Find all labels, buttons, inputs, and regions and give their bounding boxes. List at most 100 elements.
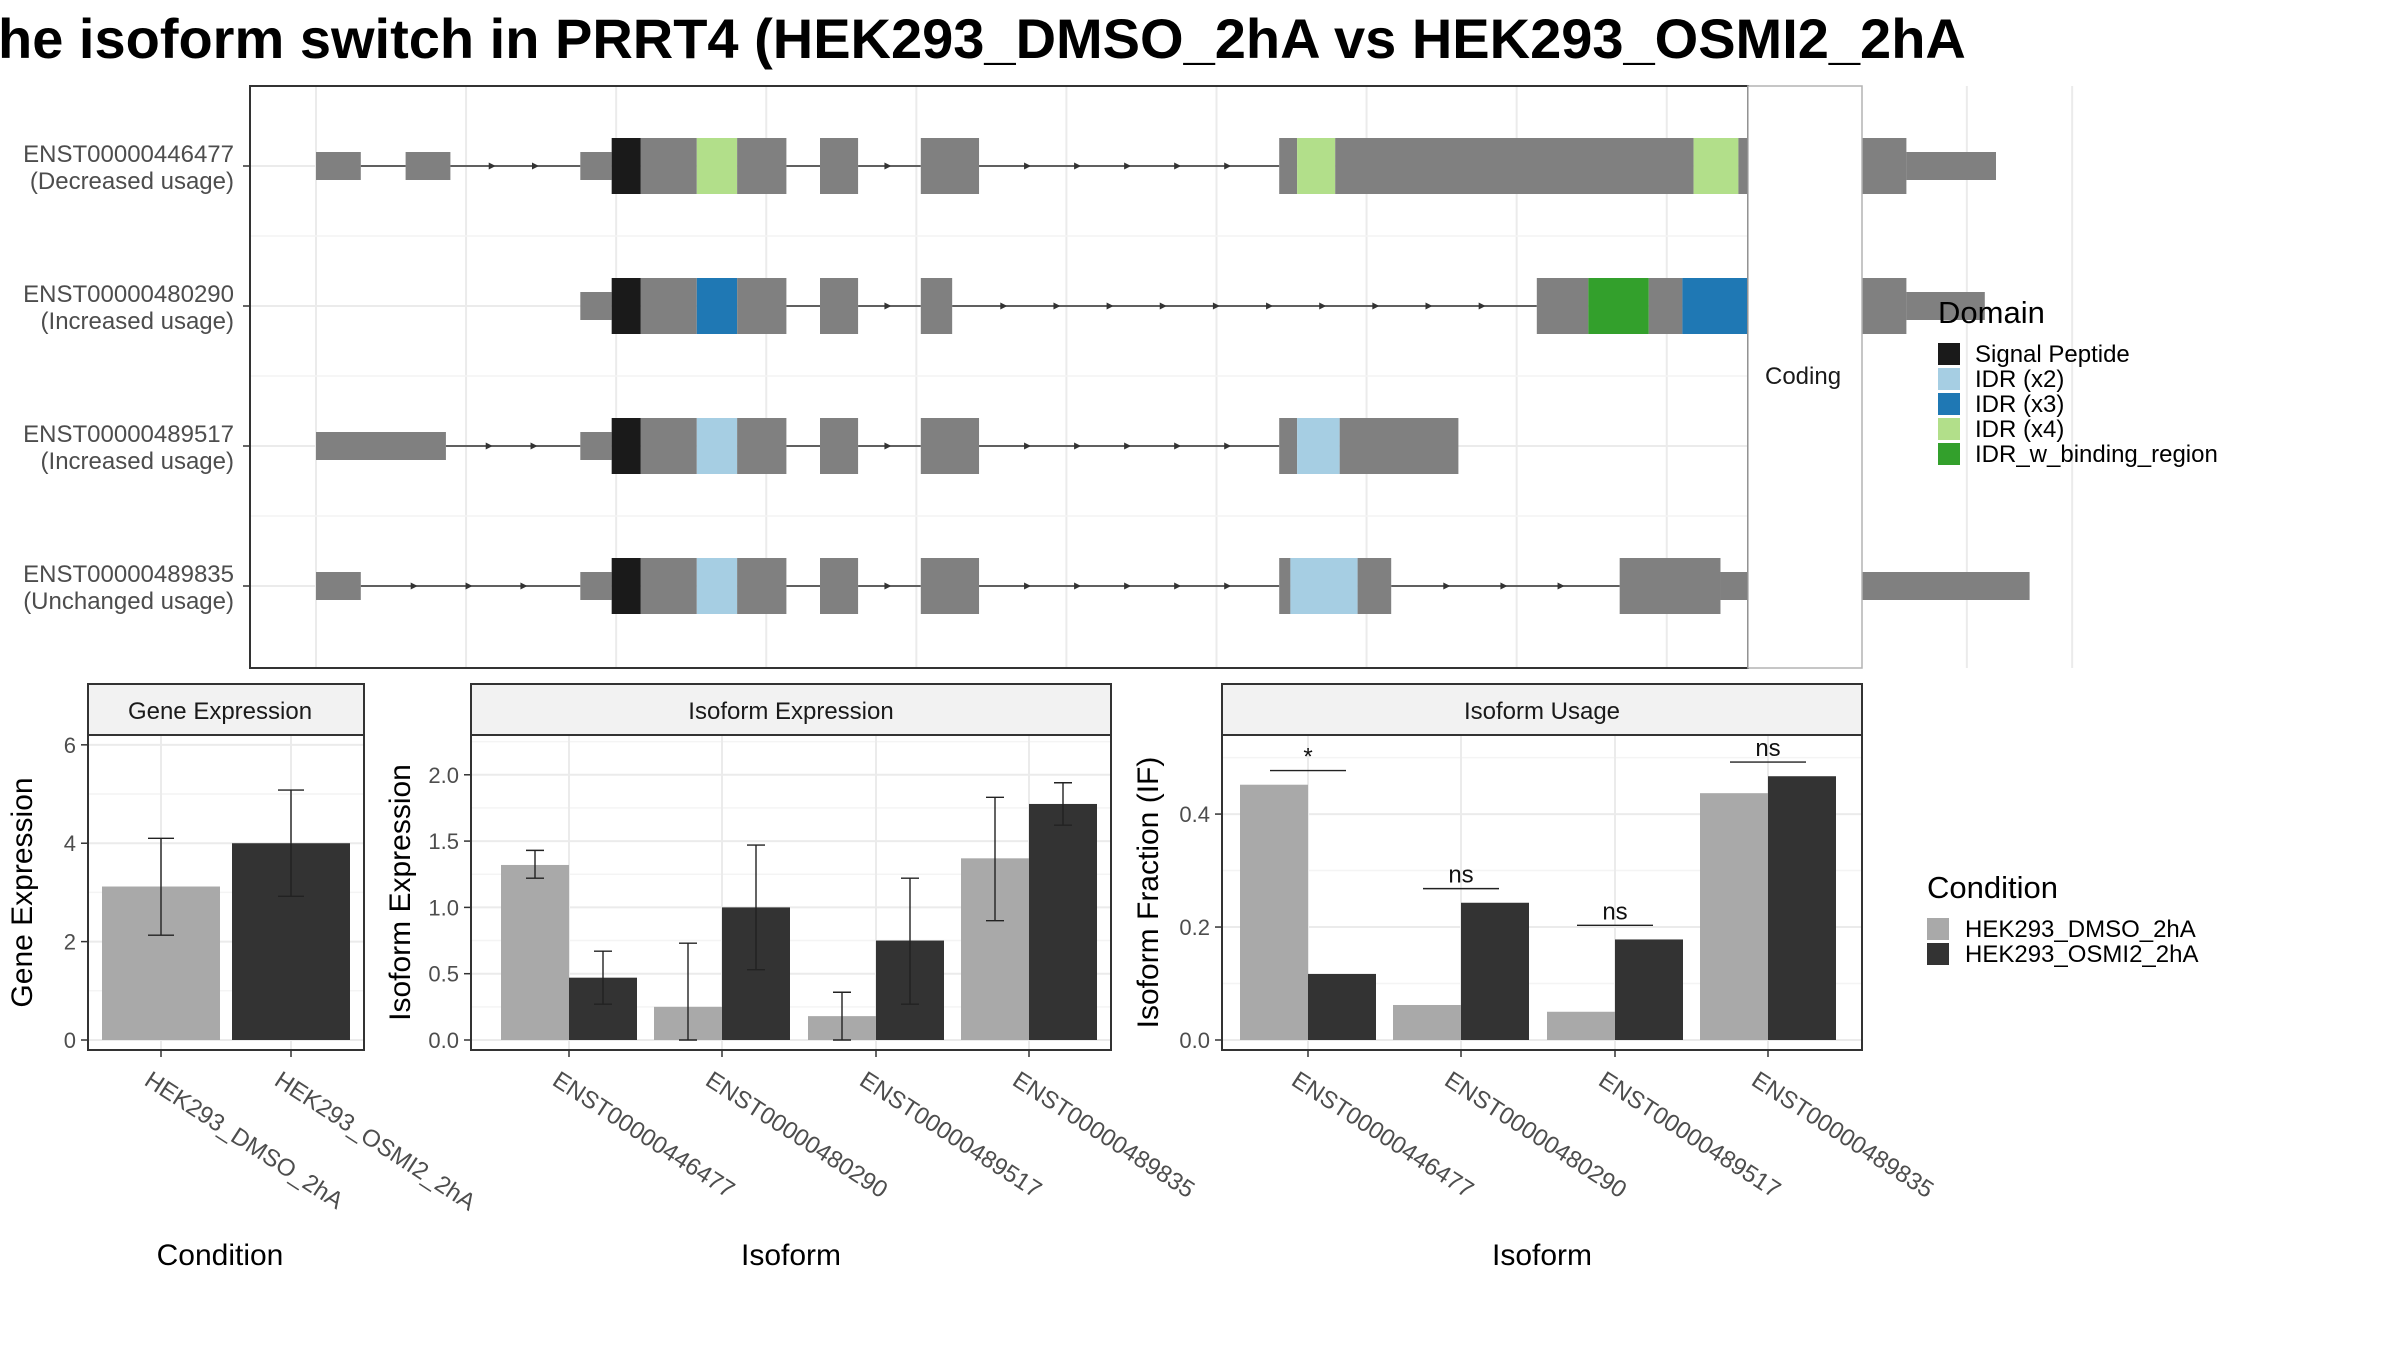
isoform-id-label: ENST00000489835 — [23, 561, 234, 588]
exon-block — [640, 418, 697, 474]
y-tick-label: 4 — [64, 831, 76, 856]
isoform-id-label: ENST00000446477 — [23, 141, 234, 168]
exon-block — [580, 152, 612, 180]
exon-block — [1861, 138, 1907, 194]
exon-block — [1339, 418, 1459, 474]
domain-idr-x4 — [1297, 138, 1336, 194]
intron-arrow — [1024, 162, 1032, 170]
y-axis-label: Gene Expression — [6, 777, 39, 1007]
intron-arrow — [1159, 302, 1167, 310]
y-tick-label: 0.0 — [428, 1028, 459, 1053]
y-tick-label: 6 — [64, 733, 76, 758]
intron-arrow — [1074, 582, 1082, 590]
exon-block — [405, 152, 451, 180]
y-tick-label: 1.0 — [428, 895, 459, 920]
exon-block — [737, 138, 787, 194]
intron-arrow — [1425, 302, 1433, 310]
bar-dmso — [501, 864, 569, 1040]
domain-legend-label: IDR (x3) — [1975, 391, 2064, 418]
condition-legend-key — [1927, 918, 1949, 940]
intron-arrow — [1557, 582, 1565, 590]
domain-signal-peptide — [611, 278, 641, 334]
exon-block — [1619, 558, 1721, 614]
domain-legend-key — [1938, 418, 1960, 440]
significance-label: ns — [1755, 735, 1780, 762]
transcript-ENST00000489517 — [316, 418, 1459, 474]
bar-osmi2 — [1029, 803, 1097, 1040]
y-tick-label: 2 — [64, 930, 76, 955]
figure-title: he isoform switch in PRRT4 (HEK293_DMSO_… — [0, 7, 1966, 70]
intron-arrow — [1024, 582, 1032, 590]
domain-signal-peptide — [611, 558, 641, 614]
intron-arrow — [532, 162, 540, 170]
exon-block — [1536, 278, 1589, 334]
isoform-usage-label: (Decreased usage) — [30, 168, 234, 195]
domain-idr-binding — [1588, 278, 1649, 334]
panel-strip — [87, 683, 365, 736]
panel-strip — [470, 683, 1112, 736]
x-axis-label: Condition — [157, 1239, 284, 1272]
isoform-usage-label: (Increased usage) — [41, 448, 234, 475]
significance-label: ns — [1602, 898, 1627, 925]
intron-arrow — [530, 442, 538, 450]
isoform-usage-label: (Unchanged usage) — [23, 588, 234, 615]
exon-block — [1357, 558, 1392, 614]
bar-osmi2 — [1308, 973, 1376, 1040]
intron-arrow — [1372, 302, 1380, 310]
domain-signal-peptide — [611, 418, 641, 474]
domain-idr-x4 — [696, 138, 738, 194]
intron-arrow — [1174, 162, 1182, 170]
y-tick-label: 0.0 — [1179, 1028, 1210, 1053]
domain-idr-x2 — [1297, 418, 1340, 474]
intron-arrow — [1224, 582, 1232, 590]
exon-block — [920, 138, 980, 194]
exon-block — [640, 278, 697, 334]
isoform-id-label: ENST00000489517 — [23, 421, 234, 448]
exon-block — [640, 138, 697, 194]
exon-block — [820, 558, 859, 614]
x-axis-label: Isoform — [1492, 1239, 1592, 1272]
intron-arrow — [884, 302, 892, 310]
exon-block — [580, 572, 612, 600]
intron-arrow — [1106, 302, 1114, 310]
exon-block — [1857, 278, 1907, 334]
exon-block — [1906, 292, 1985, 320]
bar-osmi2 — [1615, 939, 1683, 1040]
domain-legend-title: Domain — [1938, 295, 2045, 330]
domain-idr-x2 — [1290, 558, 1358, 614]
exon-block — [920, 418, 980, 474]
intron-arrow — [1074, 442, 1082, 450]
domain-signal-peptide — [611, 138, 641, 194]
intron-arrow — [1500, 582, 1508, 590]
intron-arrow — [1124, 162, 1132, 170]
intron-arrow — [1074, 162, 1082, 170]
condition-legend-title: Condition — [1927, 870, 2058, 905]
bar-dmso — [1240, 784, 1308, 1040]
intron-arrow — [884, 582, 892, 590]
intron-arrow — [1024, 442, 1032, 450]
exon-block — [1279, 138, 1298, 194]
domain-idr-x2 — [696, 418, 738, 474]
exon-block — [580, 292, 612, 320]
x-axis-label: Isoform — [741, 1239, 841, 1272]
exon-block — [1279, 418, 1298, 474]
exon-block — [737, 558, 787, 614]
intron-arrow — [1212, 302, 1220, 310]
exon-block — [316, 572, 361, 600]
intron-arrow — [1174, 582, 1182, 590]
intron-arrow — [1053, 302, 1061, 310]
isoform-id-label: ENST00000480290 — [23, 281, 234, 308]
panel-title: Isoform Usage — [1464, 698, 1620, 725]
significance-label: * — [1303, 744, 1312, 771]
bar-osmi2 — [1461, 902, 1529, 1040]
intron-arrow — [410, 582, 418, 590]
intron-arrow — [485, 442, 493, 450]
y-tick-label: 1.5 — [428, 829, 459, 854]
domain-legend-label: IDR (x2) — [1975, 366, 2064, 393]
facet-strip-label: Coding — [1765, 363, 1841, 390]
exon-block — [1335, 138, 1694, 194]
y-tick-label: 0.5 — [428, 962, 459, 987]
exon-block — [640, 558, 697, 614]
domain-legend-key — [1938, 443, 1960, 465]
